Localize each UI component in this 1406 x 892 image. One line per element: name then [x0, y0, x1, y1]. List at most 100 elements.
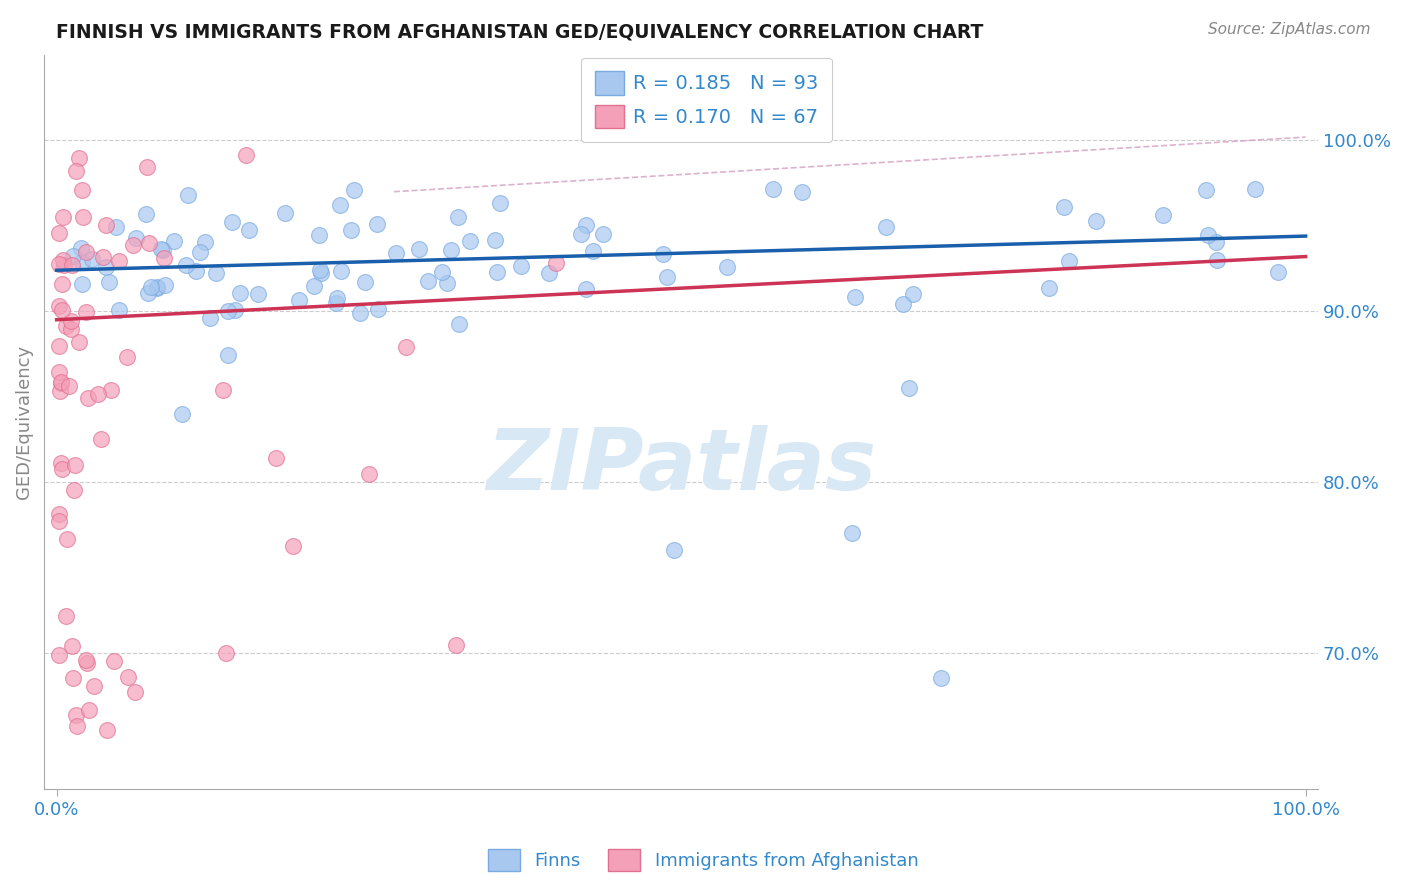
Point — [446, 638, 468, 652]
Point — [844, 290, 866, 304]
Point — [198, 311, 221, 326]
Point — [90, 432, 112, 446]
Text: FINNISH VS IMMIGRANTS FROM AFGHANISTAN GED/EQUIVALENCY CORRELATION CHART: FINNISH VS IMMIGRANTS FROM AFGHANISTAN G… — [56, 22, 984, 41]
Legend: Finns, Immigrants from Afghanistan: Finns, Immigrants from Afghanistan — [481, 842, 925, 879]
Point — [366, 217, 388, 231]
Point — [136, 160, 159, 174]
Point — [48, 648, 70, 663]
Point — [662, 543, 685, 558]
Point — [367, 301, 389, 316]
Point — [75, 305, 97, 319]
Point — [229, 285, 252, 300]
Point — [247, 287, 270, 301]
Point — [66, 718, 89, 732]
Point — [56, 532, 79, 546]
Point — [139, 280, 162, 294]
Point — [184, 264, 207, 278]
Point — [58, 378, 80, 392]
Legend: R = 0.185   N = 93, R = 0.170   N = 67: R = 0.185 N = 93, R = 0.170 N = 67 — [581, 57, 832, 142]
Point — [52, 210, 75, 224]
Point — [48, 227, 70, 241]
Point — [484, 233, 506, 247]
Point — [49, 376, 72, 391]
Point — [72, 277, 94, 291]
Point — [592, 227, 614, 242]
Point — [65, 164, 87, 178]
Point — [485, 265, 508, 279]
Point — [1244, 182, 1267, 196]
Point — [510, 259, 533, 273]
Point — [67, 335, 90, 350]
Point — [152, 251, 174, 265]
Point — [49, 457, 72, 471]
Point — [235, 148, 257, 162]
Point — [124, 685, 146, 699]
Point — [217, 304, 239, 318]
Point — [929, 671, 952, 685]
Point — [174, 258, 197, 272]
Y-axis label: GED/Equivalency: GED/Equivalency — [15, 345, 32, 500]
Point — [354, 275, 377, 289]
Point — [436, 276, 458, 290]
Point — [55, 609, 77, 624]
Point — [546, 255, 568, 269]
Text: ZIPatlas: ZIPatlas — [486, 425, 876, 508]
Point — [340, 223, 363, 237]
Point — [716, 260, 738, 274]
Point — [205, 266, 228, 280]
Point — [217, 349, 239, 363]
Point — [52, 258, 75, 272]
Point — [138, 235, 160, 250]
Point — [149, 243, 172, 257]
Point — [117, 670, 139, 684]
Point — [349, 306, 371, 320]
Point — [575, 282, 598, 296]
Point — [1053, 200, 1076, 214]
Point — [59, 321, 82, 335]
Point — [55, 319, 77, 334]
Point — [76, 656, 98, 670]
Point — [342, 183, 364, 197]
Point — [449, 317, 471, 331]
Point — [238, 223, 260, 237]
Point — [309, 262, 332, 277]
Point — [212, 383, 235, 397]
Point — [893, 297, 915, 311]
Point — [96, 260, 118, 274]
Point — [48, 339, 70, 353]
Point — [537, 266, 560, 280]
Point — [96, 723, 118, 738]
Point — [1195, 183, 1218, 197]
Point — [188, 245, 211, 260]
Point — [62, 672, 84, 686]
Point — [325, 295, 347, 310]
Point — [408, 242, 430, 256]
Point — [897, 381, 920, 395]
Point — [651, 246, 673, 260]
Point — [60, 314, 83, 328]
Point — [574, 218, 596, 232]
Point — [330, 264, 353, 278]
Point — [458, 234, 481, 248]
Point — [87, 387, 110, 401]
Point — [357, 467, 380, 481]
Point — [1038, 281, 1060, 295]
Point — [152, 244, 174, 258]
Point — [52, 253, 75, 268]
Point — [447, 210, 470, 224]
Point — [94, 219, 117, 233]
Point — [65, 707, 87, 722]
Point — [214, 646, 236, 660]
Point — [1206, 253, 1229, 268]
Point — [49, 376, 72, 390]
Point — [841, 526, 863, 541]
Point — [48, 514, 70, 528]
Point — [657, 270, 679, 285]
Point — [761, 182, 783, 196]
Point — [51, 277, 73, 291]
Point — [51, 303, 73, 318]
Point — [136, 285, 159, 300]
Point — [62, 248, 84, 262]
Point — [70, 183, 93, 197]
Point — [108, 254, 131, 268]
